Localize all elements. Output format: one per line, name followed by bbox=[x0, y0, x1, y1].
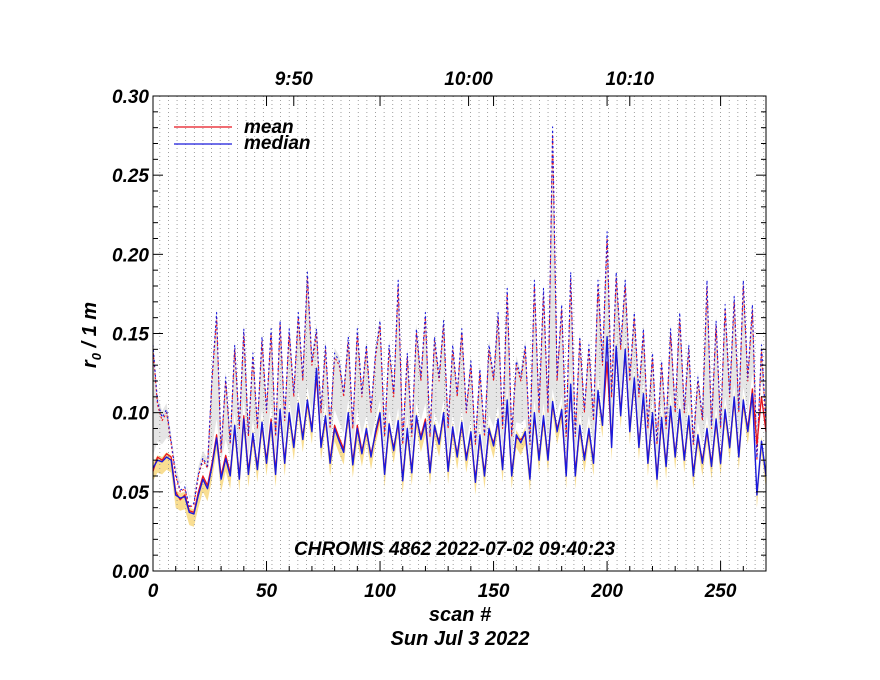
top-time-label: 10:00 bbox=[444, 69, 493, 90]
y-tick-label: 0.25 bbox=[112, 166, 149, 187]
x-axis-date-label: Sun Jul 3 2022 bbox=[391, 628, 530, 650]
x-tick-label: 100 bbox=[364, 581, 396, 602]
y-tick-label: 0.15 bbox=[112, 325, 149, 346]
y-tick-label: 0.05 bbox=[112, 483, 149, 504]
y-axis-label-rest: / 1 m bbox=[79, 302, 101, 353]
x-tick-label: 150 bbox=[478, 581, 510, 602]
y-axis-label-r: r bbox=[79, 359, 101, 368]
top-time-label: 10:10 bbox=[605, 69, 654, 90]
y-tick-label: 0.30 bbox=[112, 87, 149, 108]
series-lines bbox=[152, 126, 767, 515]
legend-label-median: median bbox=[244, 133, 311, 154]
x-axis-label: scan # bbox=[429, 604, 492, 626]
y-axis-label-sub: 0 bbox=[89, 352, 104, 360]
chart-annotation: CHROMIS 4862 2022-07-02 09:40:23 bbox=[294, 539, 616, 560]
legend: mean median bbox=[174, 117, 311, 154]
x-tick-label: 50 bbox=[256, 581, 278, 602]
series-median bbox=[152, 336, 767, 515]
tick-labels: 0 50 100 150 200 250 0.00 0.05 0.10 0.15 0.20 0.25 0… bbox=[112, 69, 737, 602]
plot-frame bbox=[152, 95, 767, 572]
series-mean-upper-dotted bbox=[152, 135, 767, 509]
y-axis-label: r0 / 1 m bbox=[79, 302, 104, 368]
y-tick-label: 0.10 bbox=[112, 404, 149, 425]
series-median-upper-dotted bbox=[152, 126, 767, 507]
spread-bands bbox=[153, 126, 766, 527]
legend-label-mean: mean bbox=[244, 117, 294, 138]
y-tick-label: 0.20 bbox=[112, 245, 149, 266]
x-tick-label: 250 bbox=[704, 581, 737, 602]
x-tick-label: 0 bbox=[148, 581, 159, 602]
x-tick-label: 200 bbox=[590, 581, 623, 602]
axis-ticks bbox=[152, 95, 766, 572]
y-tick-label: 0.00 bbox=[112, 562, 149, 583]
top-time-label: 9:50 bbox=[275, 69, 313, 90]
